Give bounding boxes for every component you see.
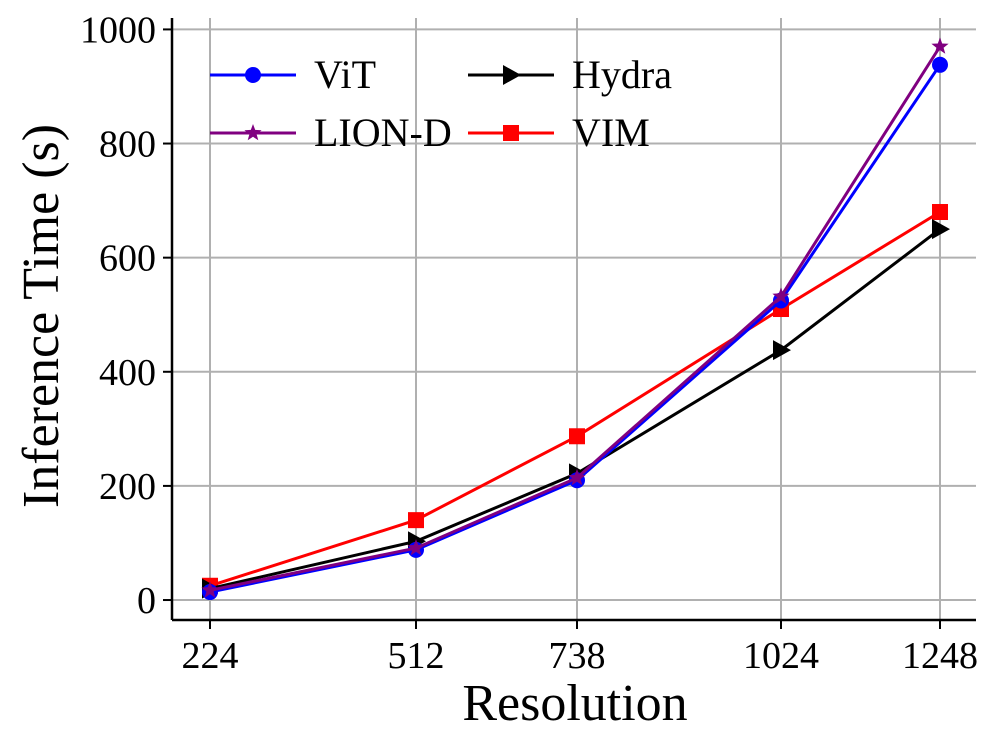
legend-item-vit: ViT: [210, 52, 376, 97]
legend-marker-lion-d: [244, 124, 262, 141]
point-lion-d-738: [568, 468, 586, 486]
point-hydra-1248: [932, 219, 950, 240]
grid-lines: [172, 18, 976, 620]
legend-label-vit: ViT: [314, 52, 376, 97]
x-tick-label-738: 738: [549, 635, 606, 677]
legend-label-vim: VIM: [572, 110, 650, 155]
legend-marker-vim: [503, 125, 519, 141]
legend-item-hydra: Hydra: [468, 52, 672, 97]
point-vim-512: [408, 512, 424, 529]
point-vit-1248: [932, 56, 948, 73]
series-lion-d: [201, 37, 949, 598]
point-lion-d-224: [201, 581, 219, 598]
y-tick-label-800: 800: [99, 124, 156, 166]
y-tick-label-1000: 1000: [80, 9, 156, 51]
point-lion-d-512: [407, 539, 425, 556]
point-lion-d-1024: [772, 287, 790, 304]
series-line-hydra: [209, 227, 941, 591]
x-tick-label-512: 512: [388, 635, 445, 677]
point-vim-1248: [932, 204, 948, 221]
legend-label-lion-d: LION-D: [314, 110, 452, 155]
point-lion-d-1248: [931, 37, 949, 54]
y-tick-label-600: 600: [99, 238, 156, 280]
x-tick-label-224: 224: [182, 635, 239, 677]
y-tick-label-0: 0: [137, 580, 156, 622]
legend: ViT Hydra LION-D VIM: [210, 52, 672, 155]
y-tick-label-200: 200: [99, 466, 156, 508]
y-axis-title: Inference Time (s): [13, 124, 70, 508]
tick-labels: 224 512 738 1024 1248 0 200 400 600 800 1000: [80, 9, 978, 677]
legend-marker-vit: [245, 67, 261, 83]
series-vim: [202, 204, 948, 594]
series-line-vim: [209, 210, 941, 588]
x-axis-title: Resolution: [462, 675, 687, 732]
series-layer: [201, 37, 950, 601]
legend-item-lion-d: LION-D: [210, 110, 452, 155]
point-vim-738: [569, 428, 585, 445]
point-hydra-1024: [773, 340, 791, 361]
x-tick-label-1024: 1024: [743, 635, 819, 677]
legend-item-vim: VIM: [468, 110, 650, 155]
legend-marker-hydra: [503, 65, 521, 85]
axes: [163, 18, 976, 629]
x-tick-label-1248: 1248: [902, 635, 978, 677]
y-tick-label-400: 400: [99, 352, 156, 394]
legend-label-hydra: Hydra: [572, 52, 672, 97]
